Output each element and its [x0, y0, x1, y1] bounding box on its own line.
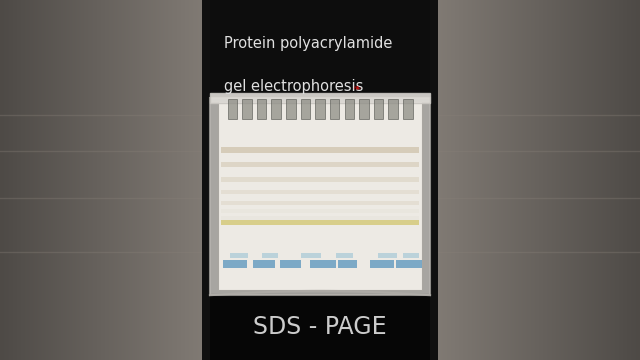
Text: ❧: ❧	[352, 83, 360, 93]
Bar	[374, 99, 383, 119]
Bar	[218, 101, 422, 290]
Bar	[370, 260, 394, 268]
Bar	[210, 98, 430, 295]
Bar	[221, 162, 419, 167]
Bar	[344, 99, 354, 119]
Bar	[338, 260, 357, 268]
Text: Protein polyacrylamide: Protein polyacrylamide	[224, 36, 392, 51]
Bar	[336, 253, 353, 258]
Bar	[310, 260, 336, 268]
Text: SDS - PAGE: SDS - PAGE	[253, 315, 387, 339]
Bar	[301, 99, 310, 119]
Bar	[210, 0, 430, 360]
Bar	[280, 260, 301, 268]
Bar	[223, 260, 247, 268]
Bar	[271, 99, 281, 119]
Bar	[221, 201, 419, 205]
Bar	[316, 99, 325, 119]
Bar	[378, 253, 397, 258]
Bar	[253, 260, 275, 268]
Bar	[262, 253, 278, 258]
Bar	[221, 177, 419, 182]
Bar	[228, 99, 237, 119]
Bar	[202, 0, 210, 360]
Bar	[221, 209, 419, 213]
Bar	[286, 99, 296, 119]
Bar	[388, 99, 398, 119]
Bar	[403, 253, 419, 258]
Bar	[221, 147, 419, 153]
Bar	[230, 253, 248, 258]
Bar	[221, 216, 419, 220]
Bar	[210, 0, 430, 101]
Bar	[403, 99, 413, 119]
Bar	[210, 93, 430, 103]
Bar	[430, 0, 438, 360]
Bar	[221, 190, 419, 194]
Bar	[210, 293, 430, 360]
Bar	[257, 99, 266, 119]
Bar	[359, 99, 369, 119]
Bar	[221, 220, 419, 225]
Bar	[242, 99, 252, 119]
Bar	[330, 99, 339, 119]
Bar	[301, 253, 321, 258]
Text: gel electrophoresis: gel electrophoresis	[224, 79, 364, 94]
Bar	[396, 260, 422, 268]
